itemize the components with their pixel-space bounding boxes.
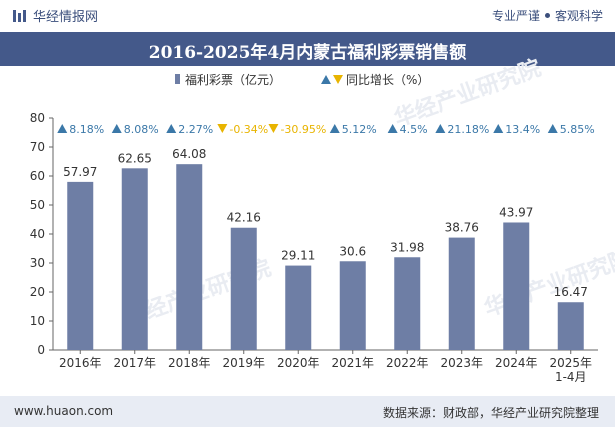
legend-up-triangle-icon bbox=[321, 75, 331, 84]
growth-label-4: -30.95% bbox=[280, 123, 326, 136]
growth-marker-6-up-icon bbox=[387, 124, 398, 133]
growth-marker-0-up-icon bbox=[57, 124, 68, 133]
footer-website: www.huaon.com bbox=[14, 404, 114, 418]
y-tick-label-8: 80 bbox=[30, 111, 45, 125]
legend-down-triangle-icon bbox=[333, 75, 343, 84]
header-bar: 华经情报网 专业严谨 客观科学 bbox=[0, 0, 615, 32]
bar-7 bbox=[448, 237, 475, 350]
growth-marker-4-down-icon bbox=[268, 124, 279, 133]
bar-2 bbox=[176, 164, 203, 350]
tagline: 专业严谨 客观科学 bbox=[492, 7, 603, 24]
legend-bar-swatch-icon bbox=[175, 74, 180, 84]
growth-label-0: 8.18% bbox=[69, 123, 104, 136]
bar-value-label-2: 64.08 bbox=[172, 147, 206, 161]
bar-5 bbox=[339, 261, 366, 350]
title-bar: 2016-2025年4月内蒙古福利彩票销售额 bbox=[0, 32, 615, 66]
growth-label-8: 13.4% bbox=[505, 123, 540, 136]
bar-6 bbox=[394, 257, 421, 350]
brand-logo-icon bbox=[13, 10, 26, 22]
chart-svg: 华经产业研究院华经产业研究院华经产业研究院01020304050607080福利… bbox=[30, 55, 615, 384]
bar-value-label-6: 31.98 bbox=[390, 240, 424, 254]
bar-value-label-0: 57.97 bbox=[63, 165, 97, 179]
chart-title: 2016-2025年4月内蒙古福利彩票销售额 bbox=[148, 43, 467, 63]
growth-label-7: 21.18% bbox=[447, 123, 489, 136]
x-tick-label-9-line-1: 1-4月 bbox=[555, 370, 587, 384]
bar-value-label-9: 16.47 bbox=[554, 285, 588, 299]
y-tick-label-1: 10 bbox=[30, 314, 45, 328]
bar-8 bbox=[503, 222, 530, 350]
x-tick-label-4: 2020年 bbox=[277, 356, 320, 370]
growth-label-1: 8.08% bbox=[124, 123, 159, 136]
bar-9 bbox=[557, 302, 584, 350]
bar-value-label-3: 42.16 bbox=[227, 211, 261, 225]
bar-value-label-5: 30.6 bbox=[339, 244, 366, 258]
tagline-left: 专业严谨 bbox=[491, 9, 540, 23]
y-tick-label-5: 50 bbox=[30, 198, 45, 212]
y-tick-label-2: 20 bbox=[30, 285, 45, 299]
x-tick-label-9: 2025年 bbox=[549, 356, 592, 370]
y-tick-label-7: 70 bbox=[30, 140, 45, 154]
x-tick-label-6: 2022年 bbox=[386, 356, 429, 370]
bar-value-label-4: 29.11 bbox=[281, 249, 315, 263]
growth-label-5: 5.12% bbox=[342, 123, 377, 136]
growth-marker-9-up-icon bbox=[547, 124, 558, 133]
bar-value-label-8: 43.97 bbox=[499, 205, 533, 219]
y-tick-label-3: 30 bbox=[30, 256, 45, 270]
x-tick-label-3: 2019年 bbox=[222, 356, 265, 370]
bar-4 bbox=[285, 265, 312, 350]
x-tick-label-8: 2024年 bbox=[495, 356, 538, 370]
tagline-right: 客观科学 bbox=[554, 9, 603, 23]
bar-1 bbox=[121, 168, 148, 350]
bar-3 bbox=[230, 227, 257, 350]
growth-label-6: 4.5% bbox=[400, 123, 428, 136]
footer-bar: www.huaon.com 数据来源：财政部，华经产业研究院整理 bbox=[0, 396, 615, 427]
growth-marker-1-up-icon bbox=[111, 124, 122, 133]
x-tick-label-1: 2017年 bbox=[113, 356, 156, 370]
bar-value-label-1: 62.65 bbox=[118, 151, 152, 165]
growth-label-9: 5.85% bbox=[560, 123, 595, 136]
x-tick-label-0: 2016年 bbox=[59, 356, 102, 370]
brand: 华经情报网 bbox=[12, 6, 98, 25]
growth-marker-5-up-icon bbox=[329, 124, 340, 133]
bar-value-label-7: 38.76 bbox=[445, 221, 479, 235]
x-tick-label-5: 2021年 bbox=[331, 356, 374, 370]
watermark-text-2: 华经产业研究院 bbox=[481, 245, 615, 322]
growth-marker-2-up-icon bbox=[166, 124, 177, 133]
bar-0 bbox=[67, 181, 94, 350]
growth-label-3: -0.34% bbox=[229, 123, 268, 136]
growth-marker-3-down-icon bbox=[217, 124, 228, 133]
y-tick-label-6: 60 bbox=[30, 169, 45, 183]
legend-bar-label: 福利彩票（亿元） bbox=[185, 72, 281, 87]
footer-source: 数据来源：财政部，华经产业研究院整理 bbox=[382, 406, 599, 420]
legend-line-label: 同比增长（%） bbox=[346, 73, 429, 87]
growth-marker-8-up-icon bbox=[493, 124, 504, 133]
y-tick-label-4: 40 bbox=[30, 227, 45, 241]
watermark-text-1: 华经产业研究院 bbox=[391, 55, 545, 132]
brand-name: 华经情报网 bbox=[33, 10, 99, 25]
tagline-dot-icon bbox=[544, 13, 550, 18]
growth-label-2: 2.27% bbox=[178, 123, 213, 136]
y-tick-label-0: 0 bbox=[37, 343, 45, 357]
x-tick-label-7: 2023年 bbox=[440, 356, 483, 370]
x-tick-label-2: 2018年 bbox=[168, 356, 211, 370]
growth-marker-7-up-icon bbox=[435, 124, 446, 133]
